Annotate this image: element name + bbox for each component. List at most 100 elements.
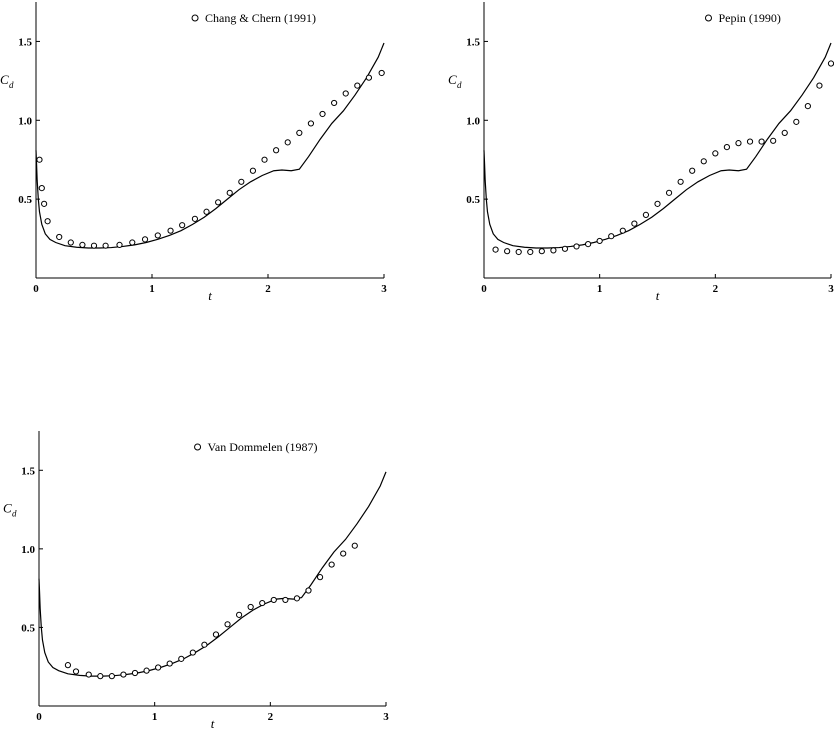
data-point [116,241,123,248]
x-tick-label: 2 [713,283,719,295]
data-point [178,655,185,662]
y-tick-label: 0.5 [21,622,35,634]
data-point [212,631,220,638]
data-point [351,542,358,549]
data-point [538,248,545,255]
data-point [689,167,696,174]
data-point [665,189,673,196]
legend-marker [704,14,712,22]
y-axis-label-subscript: d [457,80,462,90]
legend-marker [191,14,199,22]
data-points [64,542,358,680]
data-point [36,156,43,163]
data-point [90,242,98,249]
data-point [296,129,303,136]
y-tick-label: 1.5 [21,465,35,477]
data-point [550,247,557,254]
data-point [378,69,385,77]
data-point [781,129,788,136]
data-point [282,596,289,604]
data-point [191,215,199,222]
x-tick-label: 0 [36,711,42,723]
data-point [746,138,754,145]
data-point [827,60,834,67]
data-point [261,156,268,163]
y-axis-label: C [448,72,457,87]
data-point [154,232,161,239]
solution-curve [35,42,385,249]
legend-label: Chang & Chern (1991) [205,11,316,25]
data-point [712,150,719,157]
data-point [804,102,811,110]
data-point [108,673,115,680]
data-point [527,248,534,256]
data-point [561,245,569,252]
y-axis-label-subscript: d [12,509,17,519]
data-point [631,220,638,227]
data-point [654,200,661,207]
y-tick-label: 1.0 [18,115,32,127]
data-point [793,118,800,125]
data-point [515,248,522,256]
data-point [215,199,222,206]
data-point [677,178,684,185]
y-tick-label: 0.5 [466,194,480,206]
data-point [354,82,361,89]
data-point [249,167,257,174]
x-tick-label: 0 [33,283,39,295]
data-point [226,189,233,196]
data-point [619,227,626,234]
y-tick-label: 1.0 [21,544,35,556]
data-point [102,242,109,249]
data-point [120,671,127,678]
data-point [492,246,499,253]
data-point [340,550,347,557]
data-point [44,218,51,225]
x-axis-label: t [211,716,215,730]
data-point [307,120,315,127]
x-tick-label: 1 [149,283,155,295]
y-ticks: 0.5 1.0 1.5 [18,36,40,206]
y-tick-label: 1.5 [18,36,32,48]
data-point [342,90,349,97]
y-axis-label-subscript: d [9,80,14,90]
y-ticks: 0.5 1.0 1.5 [21,465,43,634]
data-point [504,248,511,255]
data-points [36,69,385,249]
y-tick-label: 0.5 [18,194,32,206]
data-point [38,185,45,192]
data-point [585,240,592,248]
x-tick-label: 2 [268,711,274,723]
data-point [167,227,174,234]
data-points [492,60,834,256]
data-point [143,667,150,674]
y-axis-label: C [3,501,12,516]
x-axis-label: t [208,288,212,303]
data-point [131,669,139,677]
legend-label: Pepin (1990) [718,11,780,25]
y-ticks: 0.5 1.0 1.5 [466,36,488,206]
data-point [259,599,266,607]
data-point [770,137,777,144]
solution-curve [38,471,387,677]
data-point [224,621,231,628]
data-point [758,138,765,145]
data-point [316,574,324,581]
x-tick-label: 3 [828,283,834,295]
x-ticks: 0 1 2 3 [36,702,389,723]
data-point [608,233,615,240]
y-tick-label: 1.5 [466,36,480,48]
data-point [816,82,823,89]
x-tick-label: 3 [383,711,389,723]
data-point [723,144,731,151]
data-point [141,236,149,243]
data-point [189,649,196,656]
data-point [72,668,80,675]
solution-curve [483,42,832,249]
data-point [67,239,74,246]
chart-chang-chern: 0 1 2 3 0.5 1.0 1.5 t C d Chang & Chern (1991… [0,2,387,303]
data-point [305,587,312,594]
data-point [97,673,104,680]
x-tick-label: 1 [597,283,603,295]
